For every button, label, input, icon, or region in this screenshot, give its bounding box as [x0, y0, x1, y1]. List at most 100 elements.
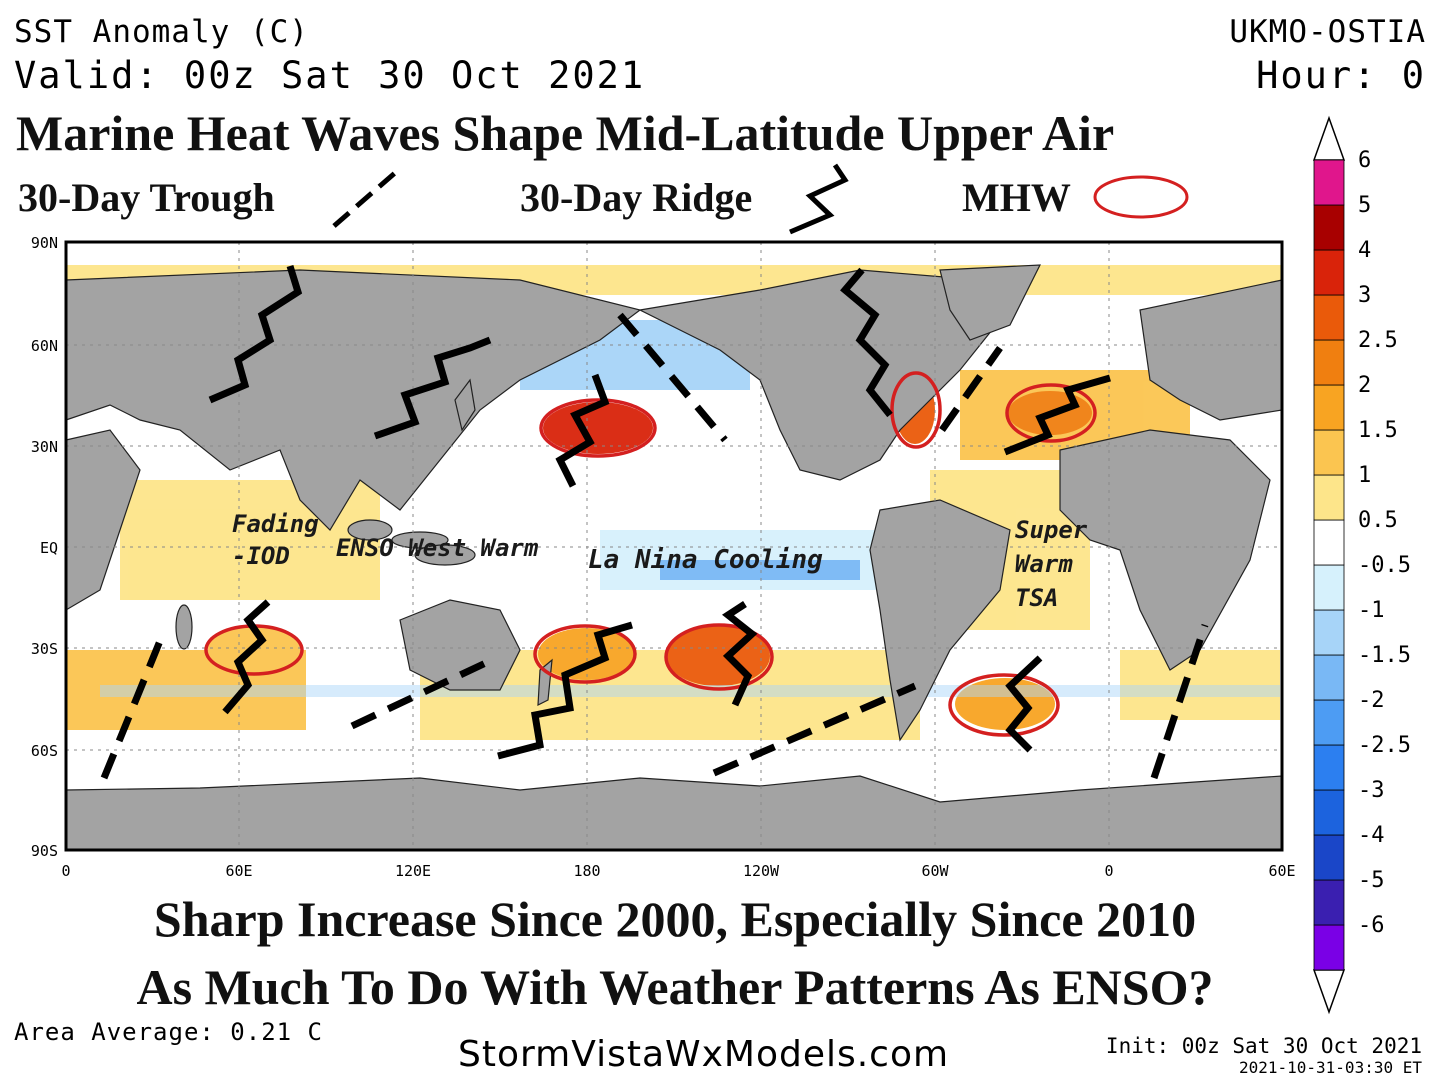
valid-time: Valid: 00z Sat 30 Oct 2021 — [14, 54, 646, 97]
colorbar-label: -4 — [1358, 823, 1385, 848]
colorbar-swatch — [1313, 519, 1345, 566]
main-title: Marine Heat Waves Shape Mid-Latitude Upp… — [16, 105, 1115, 161]
lon-label: 120W — [743, 862, 780, 880]
colorbar: 6 5 4 3 2.5 2 1.5 1 0.5 -0.5 -1 -1.5 -2 -2.5 -3 -4 -5 -6 — [1312, 115, 1411, 1015]
legend-mhw-label: MHW — [962, 175, 1071, 220]
colorbar-label: -6 — [1358, 913, 1385, 938]
lat-label: 90S — [31, 842, 58, 860]
colorbar-label: 6 — [1358, 148, 1371, 173]
colorbar-label: 2 — [1358, 373, 1371, 398]
colorbar-swatch — [1313, 294, 1345, 341]
bottom-headline-2: As Much To Do With Weather Patterns As E… — [136, 959, 1214, 1015]
colorbar-swatch — [1313, 879, 1345, 926]
annot-iod-line2: -IOD — [232, 542, 290, 570]
colorbar-swatch — [1313, 699, 1345, 746]
colorbar-swatch — [1313, 609, 1345, 656]
south-america — [869, 499, 1011, 742]
trough-north-atlantic — [939, 345, 1003, 433]
ridge-east-asia — [373, 336, 492, 440]
lon-label: 60E — [225, 862, 252, 880]
mhw-south-atlantic — [948, 673, 1060, 737]
colorbar-label: -5 — [1358, 868, 1385, 893]
ridge-south-atlantic — [1005, 655, 1043, 753]
trough-north-pacific — [617, 312, 728, 443]
lat-label: 30S — [31, 640, 58, 658]
model-source: UKMO-OSTIA — [1229, 14, 1426, 50]
greenland — [939, 264, 1041, 341]
colorbar-label: -2 — [1358, 688, 1385, 713]
lon-label: 0 — [1104, 862, 1113, 880]
trough-australia — [350, 656, 494, 730]
annot-enso-west: ENSO West Warm — [336, 534, 539, 562]
mhw-south-pacific — [664, 623, 774, 691]
map-annotations: Fading -IOD ENSO West Warm La Nina Cooli… — [232, 510, 1088, 612]
madagascar — [175, 604, 193, 650]
colorbar-label: 5 — [1358, 193, 1371, 218]
colorbar-swatch — [1313, 249, 1345, 296]
colorbar-label: -0.5 — [1358, 553, 1411, 578]
legend-trough-label: 30-Day Trough — [18, 175, 275, 220]
lon-label: 180 — [573, 862, 600, 880]
lat-label: 90N — [31, 234, 58, 252]
ridges — [208, 264, 1111, 760]
trough-south-africa-east — [1150, 623, 1209, 780]
annot-tsa-line3: TSA — [1015, 584, 1058, 612]
north-america — [638, 269, 1001, 481]
colorbar-swatch — [1313, 159, 1345, 206]
ridge-north-pacific — [555, 373, 610, 488]
forecast-hour: Hour: 0 — [1256, 54, 1426, 97]
colorbar-label: -1.5 — [1358, 643, 1411, 668]
lat-label: 60S — [31, 742, 58, 760]
generated-time: 2021-10-31-03:30 ET — [1238, 1058, 1422, 1077]
colorbar-swatch — [1313, 654, 1345, 701]
colorbar-label: 3 — [1358, 283, 1371, 308]
colorbar-label: 4 — [1358, 238, 1371, 263]
mhw-northwest-atlantic — [890, 371, 942, 449]
africa — [1059, 429, 1271, 671]
colorbar-labels: 6 5 4 3 2.5 2 1.5 1 0.5 -0.5 -1 -1.5 -2 -2.5 -3 -4 -5 -6 — [1358, 148, 1411, 938]
colorbar-label: 1 — [1358, 463, 1371, 488]
lon-label: 120E — [395, 862, 431, 880]
mhw-tasman — [533, 624, 637, 684]
lon-label: 60E — [1268, 862, 1295, 880]
colorbar-max-arrow — [1312, 115, 1346, 161]
legend-ridge-label: 30-Day Ridge — [520, 175, 753, 220]
colorbar-label: -3 — [1358, 778, 1385, 803]
lat-label: 60N — [31, 337, 58, 355]
colorbar-label: 1.5 — [1358, 418, 1398, 443]
trough-south-america — [712, 682, 917, 777]
colorbar-label: -1 — [1358, 598, 1385, 623]
ridge-south-pacific — [721, 601, 758, 707]
annot-iod-line1: Fading — [232, 510, 319, 538]
website-credit: StormVistaWxModels.com — [458, 1034, 950, 1075]
lon-axis: 0 60E 120E 180 120W 60W 0 60E — [61, 862, 1295, 880]
annot-tsa-line1: Super — [1015, 516, 1088, 544]
annot-tsa-line2: Warm — [1015, 550, 1073, 578]
ridge-australia-south — [497, 621, 633, 760]
bottom-headline-1: Sharp Increase Since 2000, Especially Si… — [153, 891, 1197, 947]
colorbar-swatch — [1313, 744, 1345, 791]
ridge-south-indian — [222, 599, 271, 715]
ridge-central-asia — [208, 264, 303, 404]
sst-map: Fading -IOD ENSO West Warm La Nina Cooli… — [31, 234, 1296, 880]
colorbar-label: 0.5 — [1358, 508, 1398, 533]
colorbar-swatch — [1313, 204, 1345, 251]
colorbar-label: 2.5 — [1358, 328, 1398, 353]
colorbar-swatch — [1313, 339, 1345, 386]
legend-trough-symbol — [332, 170, 398, 228]
lat-label: EQ — [40, 539, 58, 557]
colorbar-swatch — [1313, 429, 1345, 476]
colorbar-swatch — [1313, 834, 1345, 881]
legend-ridge-symbol — [789, 163, 849, 235]
colorbar-swatches — [1312, 115, 1346, 1015]
lat-label: 30N — [31, 438, 58, 456]
mhw-north-pacific — [539, 398, 657, 458]
product-title: SST Anomaly (C) — [14, 14, 309, 50]
ridge-north-atlantic — [1003, 374, 1111, 456]
ridge-north-america — [840, 267, 893, 418]
colorbar-swatch — [1313, 789, 1345, 836]
colorbar-swatch — [1313, 384, 1345, 431]
colorbar-label: -2.5 — [1358, 733, 1411, 758]
mhw-north-atlantic — [1005, 383, 1097, 443]
